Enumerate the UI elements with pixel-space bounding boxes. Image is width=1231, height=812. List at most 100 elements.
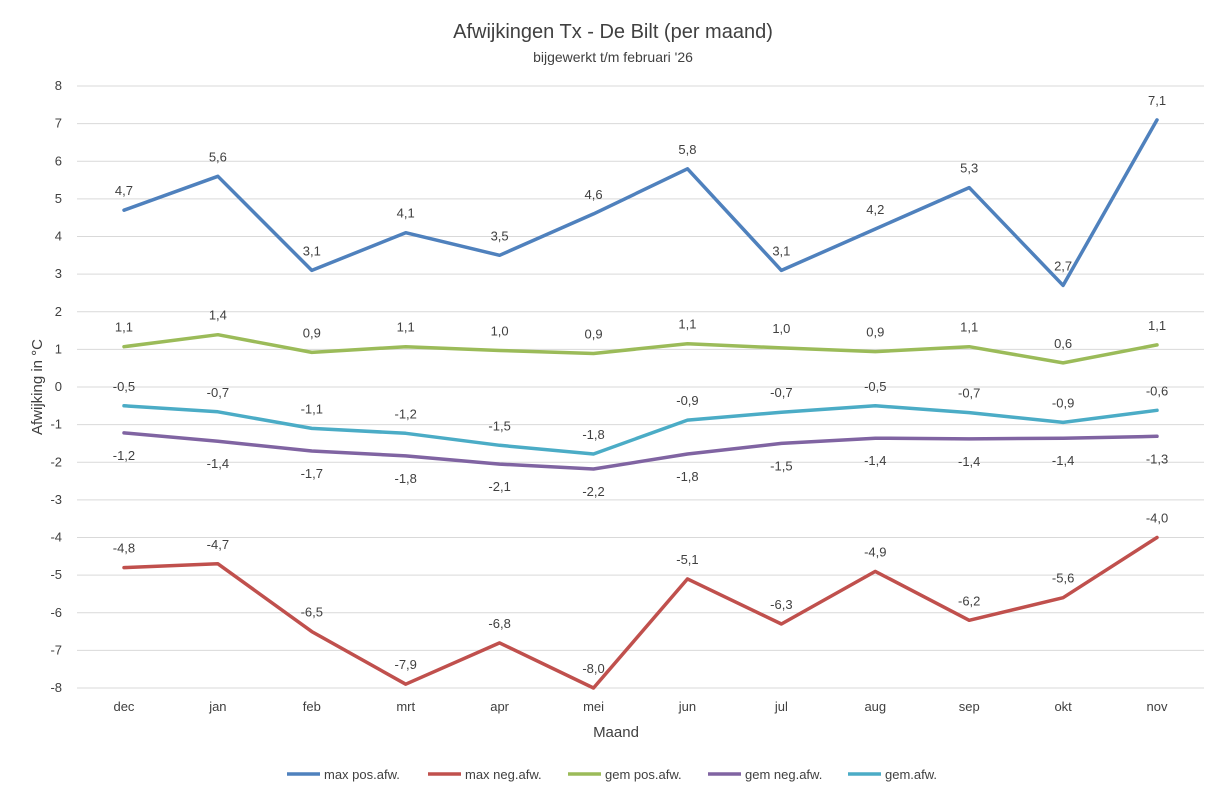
y-tick-label: -5: [50, 567, 62, 582]
x-tick-label: mei: [583, 699, 604, 714]
y-axis-ticks: 8 7 6 5 4 3 2 1 0 -1 -2 -3 -4 -5 -6 -7 -8: [50, 78, 62, 695]
data-label: 0,9: [585, 327, 603, 342]
legend-label: max pos.afw.: [324, 767, 400, 782]
y-tick-label: -4: [50, 530, 62, 545]
legend: max pos.afw. max neg.afw. gem pos.afw. gem …: [287, 767, 937, 782]
legend-label: gem.afw.: [885, 767, 937, 782]
data-label: -0,9: [676, 393, 698, 408]
data-label: -6,2: [958, 593, 980, 608]
data-label: -1,4: [1052, 453, 1074, 468]
data-label: 1,1: [678, 317, 696, 332]
gridlines: [77, 85, 1204, 689]
data-label: -4,9: [864, 544, 886, 559]
data-labels: 4,7 5,6 3,1 4,1 3,5 4,6 5,8 3,1 4,2 5,3 2,7 7,1 -4,8…: [113, 93, 1168, 676]
data-label: -4,0: [1146, 511, 1168, 526]
y-tick-label: 3: [55, 266, 62, 281]
data-label: 3,1: [303, 243, 321, 258]
data-label: 0,9: [303, 325, 321, 340]
data-label: -1,5: [770, 458, 792, 473]
data-label: 5,3: [960, 161, 978, 176]
y-tick-label: 7: [55, 116, 62, 131]
chart-title: Afwijkingen Tx - De Bilt (per maand): [453, 21, 773, 43]
y-tick-label: -1: [50, 417, 62, 432]
data-label: -1,8: [676, 469, 698, 484]
y-tick-label: 8: [55, 78, 62, 93]
y-tick-label: -8: [50, 680, 62, 695]
data-label: 4,7: [115, 183, 133, 198]
y-tick-label: -7: [50, 642, 62, 657]
data-label: -1,2: [395, 406, 417, 421]
data-label: 5,6: [209, 149, 227, 164]
x-tick-label: nov: [1147, 699, 1168, 714]
data-label: -1,8: [395, 471, 417, 486]
data-label: -1,3: [1146, 451, 1168, 466]
data-label: 7,1: [1148, 93, 1166, 108]
data-label: -1,5: [488, 418, 510, 433]
data-label: 5,8: [678, 142, 696, 157]
y-axis-title: Afwijking in °C: [29, 339, 46, 435]
x-tick-label: okt: [1054, 699, 1072, 714]
legend-label: gem pos.afw.: [605, 767, 682, 782]
series-line: [122, 332, 1159, 365]
data-label: -2,1: [488, 479, 510, 494]
x-tick-label: jun: [678, 699, 696, 714]
data-label: 4,6: [585, 187, 603, 202]
y-tick-label: -2: [50, 454, 62, 469]
data-label: -1,2: [113, 448, 135, 463]
y-tick-label: 4: [55, 229, 62, 244]
series-line: [122, 404, 1159, 456]
x-tick-label: feb: [303, 699, 321, 714]
data-label: -0,7: [958, 386, 980, 401]
data-label: -0,5: [864, 379, 886, 394]
data-label: 1,0: [772, 321, 790, 336]
data-label: 1,1: [1148, 318, 1166, 333]
data-label: -5,1: [676, 552, 698, 567]
data-label: -2,2: [582, 484, 604, 499]
data-label: -6,3: [770, 597, 792, 612]
data-label: -4,7: [207, 537, 229, 552]
data-label: 0,9: [866, 325, 884, 340]
x-axis-ticks: dec jan feb mrt apr mei jun jul aug sep okt nov: [113, 699, 1168, 714]
y-tick-label: -6: [50, 605, 62, 620]
x-tick-label: jan: [208, 699, 226, 714]
y-tick-label: 2: [55, 304, 62, 319]
x-tick-label: sep: [959, 699, 980, 714]
data-label: -1,8: [582, 427, 604, 442]
x-tick-label: aug: [864, 699, 886, 714]
data-label: -0,9: [1052, 395, 1074, 410]
legend-label: max neg.afw.: [465, 767, 542, 782]
y-tick-label: 6: [55, 153, 62, 168]
data-label: -0,7: [770, 385, 792, 400]
data-label: -1,4: [864, 453, 886, 468]
data-label: 1,1: [960, 320, 978, 335]
data-label: -1,7: [301, 466, 323, 481]
y-tick-label: 1: [55, 341, 62, 356]
series-line: [122, 535, 1159, 690]
data-label: 4,2: [866, 202, 884, 217]
data-label: -6,8: [488, 616, 510, 631]
data-label: -0,6: [1146, 383, 1168, 398]
data-label: 0,6: [1054, 336, 1072, 351]
series-line: [122, 431, 1159, 471]
data-label: -5,6: [1052, 571, 1074, 586]
series-line: [122, 118, 1159, 288]
x-tick-label: apr: [490, 699, 509, 714]
data-label: -1,1: [301, 401, 323, 416]
y-tick-label: 0: [55, 379, 62, 394]
data-label: -0,5: [113, 379, 135, 394]
data-label: -6,5: [301, 605, 323, 620]
data-label: -4,8: [113, 541, 135, 556]
y-tick-label: 5: [55, 191, 62, 206]
series-lines: [122, 118, 1159, 690]
x-tick-label: jul: [774, 699, 788, 714]
legend-label: gem neg.afw.: [745, 767, 822, 782]
chart-subtitle: bijgewerkt t/m februari '26: [533, 49, 693, 65]
data-label: 4,1: [397, 206, 415, 221]
data-label: 1,0: [491, 324, 509, 339]
data-label: -1,4: [958, 454, 980, 469]
data-label: 1,4: [209, 308, 227, 323]
data-label: 1,1: [397, 320, 415, 335]
x-axis-title: Maand: [593, 724, 639, 741]
